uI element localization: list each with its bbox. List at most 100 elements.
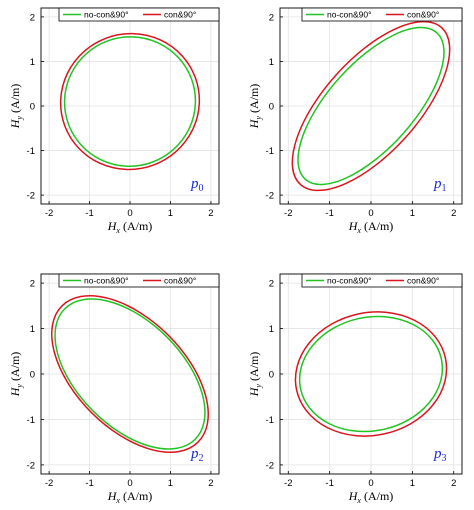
y-axis-label-unit: (A/m) xyxy=(8,84,22,116)
series-line-con xyxy=(294,311,448,437)
x-axis-label-unit: (A/m) xyxy=(361,489,393,503)
y-tick-label: 0 xyxy=(30,102,35,113)
x-tick-label: 1 xyxy=(168,208,173,219)
legend: no-con&90° con&90° xyxy=(58,273,220,288)
x-tick-label: 2 xyxy=(451,208,456,219)
panel-label: p3 xyxy=(433,446,447,464)
x-tick-label: 1 xyxy=(410,478,415,489)
x-axis-label-symbol: H xyxy=(107,219,118,233)
x-tick-label: -1 xyxy=(325,478,333,489)
y-axis-label-unit: (A/m) xyxy=(8,352,22,384)
y-tick-label: 2 xyxy=(269,12,274,23)
x-tick-label: -2 xyxy=(45,208,53,219)
y-axis-label-subscript: y xyxy=(15,116,24,121)
x-tick-label: -1 xyxy=(85,208,93,219)
x-tick-label: 0 xyxy=(127,208,132,219)
x-axis-label-subscript: x xyxy=(356,496,361,505)
y-tick-label: -2 xyxy=(266,460,274,471)
y-axis-label-symbol: H xyxy=(247,118,261,129)
panel-label-subscript: 3 xyxy=(442,453,447,464)
x-tick-label: 0 xyxy=(368,208,373,219)
panel-label-subscript: 2 xyxy=(199,453,204,464)
y-tick-label: 1 xyxy=(269,324,274,335)
panel-label-subscript: 1 xyxy=(442,183,447,194)
panel-label-symbol: p xyxy=(433,446,442,462)
x-tick-label: -1 xyxy=(85,478,93,489)
panel-label-symbol: p xyxy=(190,446,199,462)
y-tick-label: -1 xyxy=(27,146,35,157)
legend-label: no-con&90° xyxy=(84,10,129,20)
x-axis-label: Hx (A/m) xyxy=(348,219,394,235)
series-line-no-con xyxy=(63,36,197,167)
x-axis-label-symbol: H xyxy=(107,489,118,503)
y-axis-label-symbol: H xyxy=(8,118,22,129)
y-axis-label: Hy (A/m) xyxy=(247,352,263,398)
y-axis-label-subscript: y xyxy=(254,116,263,121)
x-axis-label-unit: (A/m) xyxy=(361,219,393,233)
y-tick-label: -1 xyxy=(266,415,274,426)
series-line-no-con xyxy=(54,298,206,450)
y-tick-label: 0 xyxy=(269,102,274,113)
y-tick-label: 2 xyxy=(269,279,274,290)
legend-label: no-con&90° xyxy=(84,276,129,286)
y-axis-label: Hy (A/m) xyxy=(8,352,24,398)
panel-label: p2 xyxy=(190,446,204,464)
x-axis-label-subscript: x xyxy=(115,226,120,235)
legend-box xyxy=(301,7,463,22)
y-axis-label: Hy (A/m) xyxy=(247,84,263,130)
series-line-con xyxy=(51,295,209,453)
x-axis-label-subscript: x xyxy=(356,226,361,235)
x-axis-label-symbol: H xyxy=(348,219,359,233)
legend: no-con&90° con&90° xyxy=(301,273,463,288)
y-tick-label: 1 xyxy=(269,57,274,68)
x-tick-label: -2 xyxy=(45,478,53,489)
x-tick-label: 0 xyxy=(127,478,132,489)
panel-label-symbol: p xyxy=(190,176,199,192)
y-axis-label-subscript: y xyxy=(15,384,24,389)
panel-label-symbol: p xyxy=(433,176,442,192)
y-tick-label: -1 xyxy=(27,415,35,426)
x-axis-label-subscript: x xyxy=(115,496,120,505)
y-tick-label: 0 xyxy=(30,370,35,381)
y-tick-label: 2 xyxy=(30,279,35,290)
x-tick-label: -2 xyxy=(284,208,292,219)
legend: no-con&90° con&90° xyxy=(301,7,463,22)
y-tick-label: 1 xyxy=(30,57,35,68)
legend-label: con&90° xyxy=(164,276,196,286)
legend-label: con&90° xyxy=(407,276,439,286)
x-tick-label: -1 xyxy=(325,208,333,219)
x-tick-label: 2 xyxy=(451,478,456,489)
y-tick-label: -2 xyxy=(27,460,35,471)
x-tick-label: 2 xyxy=(208,478,213,489)
x-tick-label: -2 xyxy=(284,478,292,489)
legend-label: no-con&90° xyxy=(327,276,372,286)
x-axis-label: Hx (A/m) xyxy=(107,219,153,235)
legend-label: con&90° xyxy=(164,10,196,20)
series-line-no-con xyxy=(297,26,445,186)
y-tick-label: 0 xyxy=(269,370,274,381)
legend-box xyxy=(58,7,220,22)
y-tick-label: -2 xyxy=(266,191,274,202)
x-axis-label: Hx (A/m) xyxy=(348,489,394,505)
y-axis-label: Hy (A/m) xyxy=(8,84,24,130)
y-axis-label-symbol: H xyxy=(247,386,261,397)
series-line-no-con xyxy=(298,315,444,433)
panel-label-subscript: 0 xyxy=(199,183,204,194)
x-axis-label-symbol: H xyxy=(348,489,359,503)
legend-label: con&90° xyxy=(407,10,439,20)
panel-label: p0 xyxy=(190,176,204,194)
y-axis-label-unit: (A/m) xyxy=(247,352,261,384)
x-tick-label: 0 xyxy=(368,478,373,489)
legend-label: no-con&90° xyxy=(327,10,372,20)
x-tick-label: 1 xyxy=(168,478,173,489)
x-tick-label: 2 xyxy=(208,208,213,219)
y-axis-label-unit: (A/m) xyxy=(247,84,261,116)
x-axis-label-unit: (A/m) xyxy=(120,219,152,233)
y-axis-label-symbol: H xyxy=(8,386,22,397)
series-line-con xyxy=(291,20,451,192)
y-tick-label: -2 xyxy=(27,191,35,202)
x-axis-label-unit: (A/m) xyxy=(120,489,152,503)
